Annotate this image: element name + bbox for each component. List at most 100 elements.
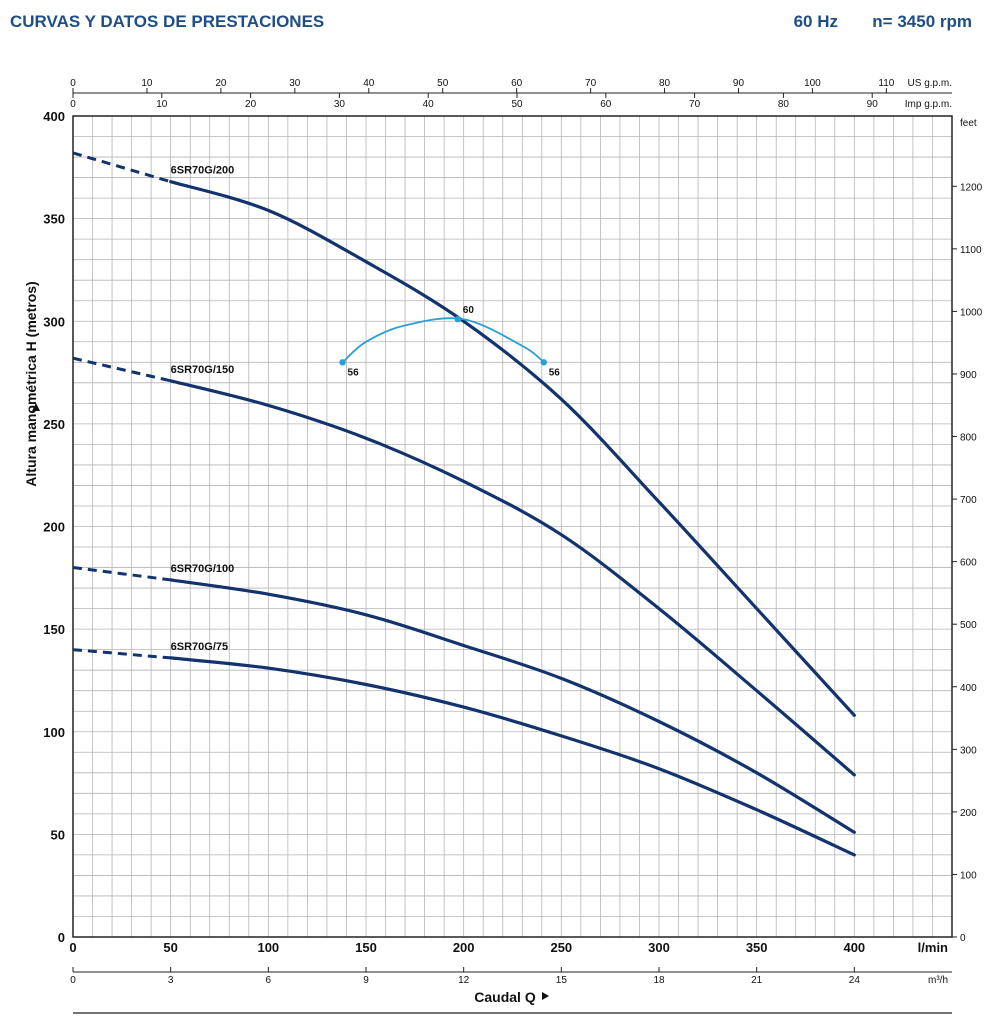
- x-tick-label: 0: [69, 940, 76, 955]
- y-axis-label: Altura manométrica H (metros): [23, 281, 39, 486]
- imp-gpm-tick-label: 30: [334, 99, 346, 110]
- us-gpm-tick-label: 90: [733, 78, 745, 89]
- feet-tick-label: 800: [960, 433, 977, 444]
- y-tick-label: 150: [43, 622, 65, 637]
- efficiency-point: [540, 359, 547, 366]
- feet-tick-label: 1100: [960, 245, 982, 256]
- imp-gpm-tick-label: 0: [70, 99, 76, 110]
- feet-tick-label: 900: [960, 370, 977, 381]
- series-label: 6SR70G/150: [171, 364, 235, 376]
- chart-frame: [72, 92, 953, 1014]
- m3h-tick-label: 6: [266, 975, 272, 986]
- x-tick-label: 300: [648, 940, 670, 955]
- us-gpm-tick-label: 60: [511, 78, 523, 89]
- x-axis-arrow-icon: [542, 992, 549, 1000]
- imp-gpm-label: Imp g.p.m.: [905, 99, 952, 110]
- imp-gpm-tick-label: 80: [778, 99, 790, 110]
- frequency-label: 60 Hz: [793, 12, 838, 31]
- m3h-tick-label: 24: [849, 975, 861, 986]
- us-gpm-tick-label: 50: [437, 78, 449, 89]
- axes: 0 50 100 150 200 250 300 350 400 l/min05010015020…: [32, 78, 983, 1000]
- efficiency-point-label: 56: [348, 367, 360, 378]
- y-tick-label: 100: [43, 725, 65, 740]
- us-gpm-tick-label: 110: [878, 78, 894, 89]
- efficiency-curve: 56 60 56: [339, 305, 560, 378]
- series-line: [169, 180, 856, 717]
- y-tick-label: 250: [43, 417, 65, 432]
- us-gpm-tick-label: 20: [215, 78, 227, 89]
- series-label: 6SR70G/75: [171, 641, 228, 653]
- y-tick-label: 200: [43, 520, 65, 535]
- x-tick-label: 100: [257, 940, 279, 955]
- efficiency-point: [454, 315, 462, 323]
- m3h-tick-label: 9: [363, 975, 369, 986]
- feet-tick-label: 700: [960, 495, 977, 506]
- efficiency-point-label: 56: [549, 367, 561, 378]
- us-gpm-tick-label: 70: [585, 78, 597, 89]
- us-gpm-tick-label: 100: [804, 78, 821, 89]
- x-tick-label: 150: [355, 940, 377, 955]
- imp-gpm-tick-label: 60: [600, 99, 612, 110]
- feet-tick-label: 1200: [960, 182, 983, 193]
- grid-lines: [72, 115, 953, 938]
- efficiency-point: [339, 359, 346, 366]
- plot-border: [72, 115, 953, 938]
- y-tick-label: 50: [51, 827, 65, 842]
- imp-gpm-tick-label: 20: [245, 99, 257, 110]
- imp-gpm-tick-label: 90: [867, 99, 879, 110]
- series-label: 6SR70G/200: [171, 165, 235, 177]
- pump-curves: 6SR70G/200 6SR70G/150 6SR70G/100 6SR70G/75: [72, 151, 856, 857]
- feet-tick-label: 300: [960, 745, 977, 756]
- m3h-tick-label: 15: [556, 975, 568, 986]
- us-gpm-tick-label: 40: [363, 78, 375, 89]
- m3h-tick-label: 21: [751, 975, 763, 986]
- feet-tick-label: 400: [960, 683, 977, 694]
- feet-tick-label: 0: [960, 933, 966, 944]
- us-gpm-tick-label: 0: [70, 78, 76, 89]
- feet-tick-label: 600: [960, 558, 977, 569]
- m3h-unit-label: m³/h: [928, 975, 948, 986]
- feet-tick-label: 100: [960, 870, 977, 881]
- x-tick-label: 50: [163, 940, 177, 955]
- imp-gpm-tick-label: 10: [156, 99, 168, 110]
- x-axis-label: Caudal Q: [474, 989, 536, 1005]
- feet-unit-label: feet: [960, 118, 977, 129]
- x-tick-label: 200: [453, 940, 475, 955]
- series-dashed-line: [72, 648, 171, 660]
- efficiency-point-label: 60: [463, 305, 475, 316]
- x-tick-label: 400: [843, 940, 865, 955]
- series-dashed-line: [72, 151, 172, 184]
- m3h-tick-label: 0: [70, 975, 76, 986]
- x-unit-label: l/min: [918, 940, 948, 955]
- m3h-tick-label: 12: [458, 975, 470, 986]
- series-line: [169, 379, 856, 777]
- us-gpm-tick-label: 30: [289, 78, 301, 89]
- efficiency-line: [341, 317, 543, 363]
- imp-gpm-tick-label: 50: [511, 99, 523, 110]
- series-line: [169, 656, 856, 857]
- feet-tick-label: 1000: [960, 307, 983, 318]
- y-tick-label: 0: [58, 930, 65, 945]
- speed-label: n= 3450 rpm: [872, 12, 972, 31]
- x-tick-label: 250: [550, 940, 572, 955]
- m3h-tick-label: 3: [168, 975, 174, 986]
- page-title: CURVAS Y DATOS DE PRESTACIONES: [10, 12, 325, 31]
- m3h-tick-label: 18: [653, 975, 665, 986]
- y-tick-label: 300: [43, 314, 65, 329]
- feet-tick-label: 200: [960, 808, 977, 819]
- series-line: [169, 578, 856, 834]
- imp-gpm-tick-label: 70: [689, 99, 701, 110]
- y-axis-arrow-icon: [32, 403, 40, 411]
- series-dashed-line: [72, 356, 172, 383]
- feet-tick-label: 500: [960, 620, 977, 631]
- us-gpm-tick-label: 80: [659, 78, 671, 89]
- imp-gpm-tick-label: 40: [423, 99, 435, 110]
- series-dashed-line: [72, 566, 171, 582]
- us-gpm-label: US g.p.m.: [908, 78, 952, 89]
- series-label: 6SR70G/100: [171, 563, 235, 575]
- us-gpm-tick-label: 10: [141, 78, 153, 89]
- y-tick-label: 350: [43, 212, 65, 227]
- y-tick-label: 400: [43, 109, 65, 124]
- x-tick-label: 350: [746, 940, 768, 955]
